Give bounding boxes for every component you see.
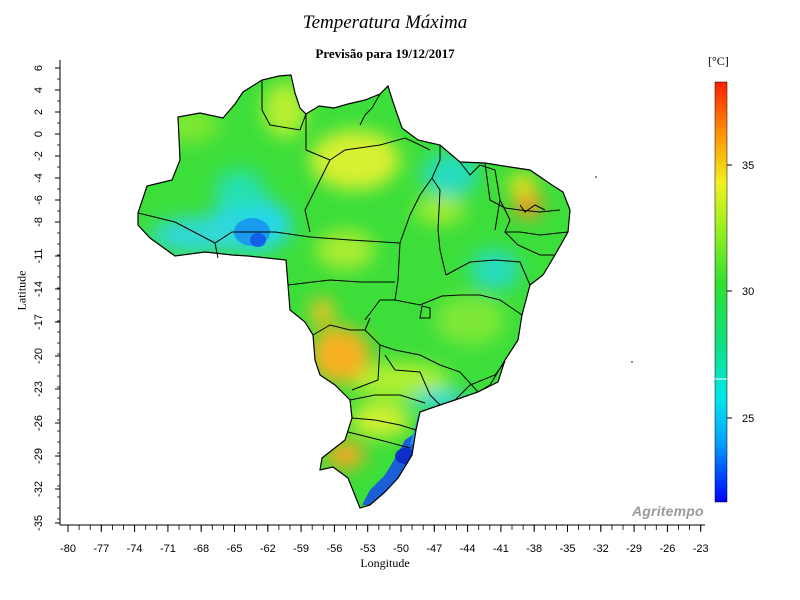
warm-zone — [310, 130, 400, 190]
y-tick-label: 4 — [33, 87, 45, 93]
x-tick-label: -77 — [93, 543, 109, 555]
x-tick-label: -59 — [293, 543, 309, 555]
x-tick-label: -68 — [193, 543, 209, 555]
y-tick-label: -26 — [33, 415, 45, 431]
y-tick-label: 0 — [33, 131, 45, 137]
x-tick-label: -56 — [326, 543, 342, 555]
x-tick-label: -35 — [560, 543, 576, 555]
y-tick-label: -17 — [33, 314, 45, 330]
x-tick-label: -26 — [659, 543, 675, 555]
y-tick-label: -6 — [33, 195, 45, 205]
y-tick-label: 2 — [33, 109, 45, 115]
x-tick-label: -74 — [127, 543, 143, 555]
y-tick-label: -14 — [33, 281, 45, 297]
y-tick-label: -32 — [33, 481, 45, 497]
brazil-map — [138, 75, 570, 508]
y-tick-label: -8 — [33, 217, 45, 227]
x-tick-label: -23 — [693, 543, 709, 555]
colorbar-unit-label: [°C] — [708, 54, 729, 68]
x-tick-label: -41 — [493, 543, 509, 555]
x-tick-label: -32 — [593, 543, 609, 555]
y-tick-label: 6 — [33, 65, 45, 71]
x-tick-label: -47 — [426, 543, 442, 555]
x-axis-label: Longitude — [360, 556, 410, 570]
agritempo-watermark: Agritempo — [632, 503, 704, 519]
x-axis: -80 -77 -74 -71 -68 -65 -62 -59 -56 -53 -50 -47 -44 -… — [60, 525, 709, 555]
y-tick-label: -29 — [33, 448, 45, 464]
hot-zone-ms — [310, 327, 370, 383]
x-tick-label: -62 — [260, 543, 276, 555]
x-tick-label: -65 — [227, 543, 243, 555]
x-tick-label: -29 — [626, 543, 642, 555]
x-tick-label: -71 — [160, 543, 176, 555]
island-marker — [595, 176, 597, 178]
y-tick-label: -11 — [33, 248, 45, 263]
state-borders — [137, 74, 571, 509]
x-tick-label: -44 — [460, 543, 476, 555]
y-tick-label: -2 — [33, 151, 45, 161]
x-tick-label: -38 — [526, 543, 542, 555]
x-tick-label: -50 — [393, 543, 409, 555]
map-title: Temperatura Máxima — [302, 12, 468, 33]
colorbar: 25 30 35 — [714, 81, 754, 503]
y-tick-label: -23 — [33, 381, 45, 397]
y-tick-label: -35 — [33, 515, 45, 531]
colorbar-tick-label: 30 — [742, 286, 754, 298]
x-tick-label: -80 — [60, 543, 76, 555]
hot-zone-rs — [325, 441, 365, 469]
colorbar-tick-label: 25 — [742, 413, 754, 425]
x-tick-label: -53 — [360, 543, 376, 555]
y-tick-label: -4 — [33, 173, 45, 183]
y-axis-label: Latitude — [14, 270, 29, 311]
colorbar-fill — [715, 82, 727, 502]
y-tick-label: -20 — [33, 348, 45, 364]
y-axis: 6 4 2 0 -2 -4 -6 -8 -11 -14 -17 -20 -23 -26 -29 -32 -35 — [33, 65, 60, 531]
map-subtitle: Previsão para 19/12/2017 — [315, 46, 455, 61]
colorbar-tick-label: 35 — [742, 160, 754, 172]
